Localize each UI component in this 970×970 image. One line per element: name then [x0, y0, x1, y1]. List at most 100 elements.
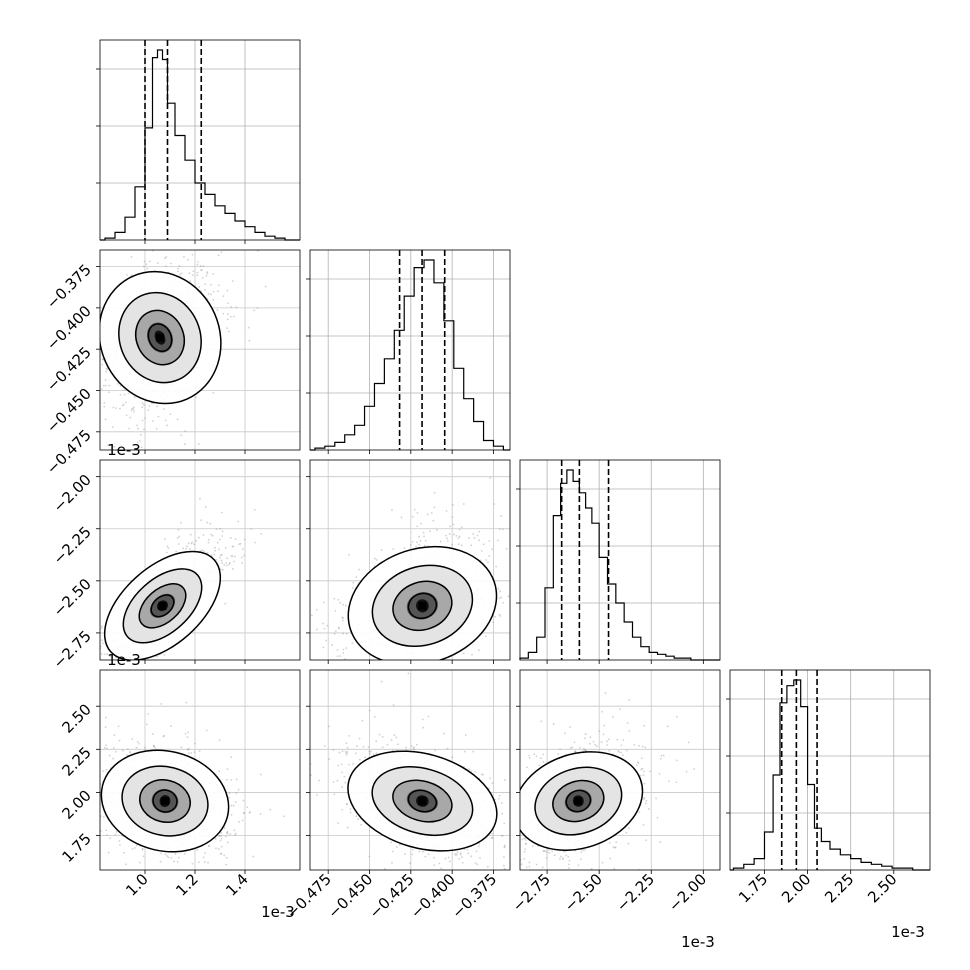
sample-point: [226, 768, 229, 771]
sample-point: [122, 851, 125, 854]
sample-point: [138, 439, 141, 442]
sample-point: [121, 404, 124, 407]
sample-point: [394, 710, 396, 712]
sample-point: [101, 363, 104, 366]
hist-frame: [729, 669, 931, 871]
sample-point: [231, 280, 234, 283]
sample-point: [204, 852, 206, 855]
sample-point: [130, 409, 133, 412]
sample-point: [156, 655, 158, 658]
sample-point: [56, 673, 58, 675]
sample-point: [517, 597, 519, 599]
sample-point: [156, 405, 159, 408]
sample-point: [164, 667, 166, 669]
sample-point: [416, 660, 418, 662]
sample-point: [96, 784, 98, 786]
sample-point: [82, 334, 84, 336]
sample-point: [219, 852, 222, 855]
sample-point: [96, 794, 98, 796]
pair-panel-3-0: [54, 669, 301, 872]
sample-point: [199, 497, 201, 500]
sample-point: [219, 527, 222, 530]
sample-point: [301, 604, 303, 606]
sample-point: [87, 333, 89, 335]
sample-point: [169, 262, 172, 265]
sample-point: [444, 715, 446, 717]
sample-point: [127, 392, 130, 395]
sample-point: [54, 773, 56, 775]
sample-point: [96, 634, 98, 636]
sample-point: [218, 548, 221, 551]
sample-point: [197, 536, 200, 539]
sample-point: [167, 547, 170, 550]
sample-point: [95, 651, 97, 653]
sample-point: [242, 812, 245, 814]
sample-point: [83, 671, 85, 673]
sample-point: [129, 698, 131, 700]
sample-point: [418, 535, 421, 538]
sample-point: [507, 595, 510, 598]
pair-inner: [82, 227, 300, 450]
sample-point: [139, 433, 142, 436]
sample-point: [183, 227, 185, 229]
pair-panel-2-0: [56, 459, 301, 700]
sample-point: [148, 260, 151, 263]
sample-point: [409, 544, 412, 546]
sample-point: [184, 732, 187, 735]
sample-point: [187, 258, 189, 261]
sample-point: [220, 845, 223, 848]
hist-step-2: [519, 469, 720, 661]
sample-point: [391, 509, 393, 512]
sample-point: [348, 553, 350, 556]
sample-point: [154, 746, 157, 749]
sample-point: [164, 419, 167, 422]
sample-point: [256, 307, 259, 310]
sample-point: [130, 274, 133, 277]
sample-point: [208, 538, 210, 541]
sample-point: [220, 553, 223, 556]
sample-point: [455, 534, 458, 537]
sample-point: [211, 534, 214, 537]
sample-point: [243, 554, 246, 557]
sample-point: [497, 539, 499, 542]
sample-point: [188, 272, 191, 275]
sample-point: [241, 548, 244, 551]
hist-step-1: [310, 259, 510, 451]
sample-point: [241, 561, 243, 564]
pair-frame: [99, 459, 301, 661]
sample-point: [334, 630, 337, 633]
sample-point: [220, 251, 223, 254]
sample-point: [103, 746, 106, 749]
sample-point: [220, 835, 223, 837]
sample-point: [189, 533, 192, 536]
sample-point: [471, 653, 473, 656]
sample-point: [404, 682, 406, 684]
sample-point: [429, 530, 431, 532]
sample-point: [226, 870, 228, 872]
sample-point: [342, 603, 344, 606]
sample-point: [494, 615, 497, 618]
sample-point: [423, 683, 425, 685]
sample-point: [231, 567, 234, 570]
sample-point: [112, 406, 115, 409]
sample-point: [315, 670, 317, 672]
sample-point: [142, 404, 145, 406]
sample-point: [163, 538, 166, 541]
sample-point: [241, 556, 243, 559]
sample-point: [380, 549, 383, 551]
pair-inner: [56, 460, 300, 700]
sample-point: [180, 434, 183, 437]
sample-point: [107, 851, 110, 854]
sample-point: [195, 539, 197, 542]
sample-point: [422, 531, 425, 534]
sample-point: [90, 666, 92, 668]
sample-point: [111, 426, 114, 428]
sample-point: [140, 678, 142, 680]
sample-point: [136, 441, 139, 444]
sample-point: [235, 778, 238, 781]
sample-point: [253, 309, 256, 312]
sample-point: [111, 687, 113, 689]
sample-point: [100, 645, 102, 648]
sample-point: [497, 587, 500, 590]
